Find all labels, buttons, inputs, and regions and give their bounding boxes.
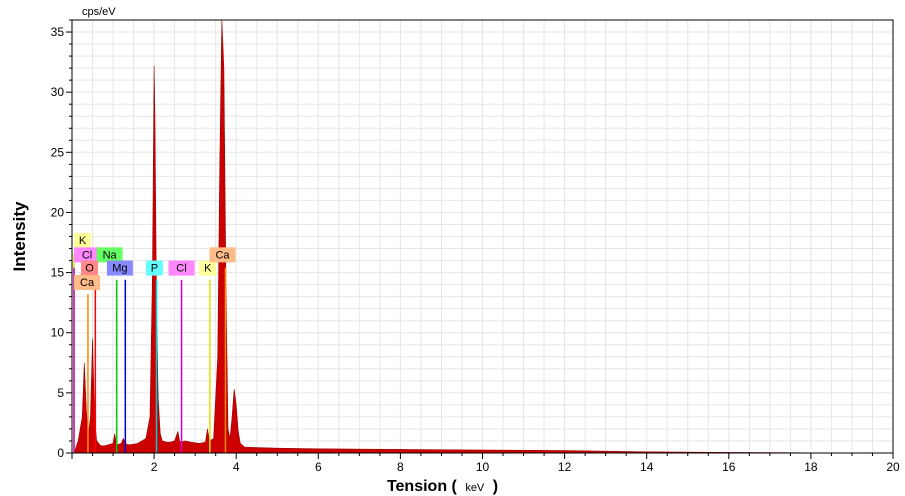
x-tick-label: 8 bbox=[397, 460, 404, 474]
element-label-box bbox=[106, 260, 133, 276]
element-label: Cl bbox=[176, 263, 186, 275]
x-tick-label: 10 bbox=[476, 460, 490, 474]
element-label-box bbox=[74, 275, 101, 291]
axes: 2 4 6 8 10 12 14 16 18 20 0 5 10 15 20 25 30 35 bbox=[51, 19, 900, 474]
x-tick-label: 4 bbox=[233, 460, 240, 474]
x-tick-label: 12 bbox=[558, 460, 572, 474]
y-tick-label: 25 bbox=[51, 145, 65, 159]
element-label: Cl bbox=[82, 249, 92, 261]
y-tick-label: 0 bbox=[57, 446, 64, 460]
y-unit-label: cps/eV bbox=[82, 6, 116, 18]
element-label: O bbox=[85, 263, 94, 275]
x-tick-label: 18 bbox=[804, 460, 818, 474]
element-label: P bbox=[151, 263, 158, 275]
element-label: K bbox=[79, 235, 87, 247]
y-tick-label: 20 bbox=[51, 205, 65, 219]
x-tick-label: 2 bbox=[151, 460, 158, 474]
y-tick-label: 35 bbox=[51, 25, 65, 39]
element-label-box bbox=[96, 247, 123, 263]
element-label: Ca bbox=[80, 277, 95, 289]
element-label-box bbox=[145, 260, 163, 276]
element-label-box bbox=[199, 260, 217, 276]
element-label: Ca bbox=[215, 249, 230, 261]
x-tick-label: 20 bbox=[886, 460, 900, 474]
element-label: Mg bbox=[112, 263, 127, 275]
y-axis-title: Intensity bbox=[10, 201, 29, 271]
x-axis-title: Tension ( keV ) bbox=[387, 478, 498, 495]
element-label: K bbox=[204, 263, 212, 275]
y-tick-label: 5 bbox=[57, 386, 64, 400]
x-tick-label: 14 bbox=[640, 460, 654, 474]
y-tick-label: 30 bbox=[51, 85, 65, 99]
element-label-box bbox=[74, 247, 101, 263]
grid bbox=[71, 19, 894, 454]
element-label-box bbox=[168, 260, 195, 276]
x-tick-label: 6 bbox=[315, 460, 322, 474]
y-tick-label: 10 bbox=[51, 326, 65, 340]
element-label-box bbox=[74, 232, 92, 248]
y-tick-label: 15 bbox=[51, 266, 65, 280]
x-axis-title-close: ) bbox=[493, 478, 498, 495]
element-label: Na bbox=[103, 249, 118, 261]
x-axis-title-main: Tension ( bbox=[387, 478, 458, 495]
x-axis-title-unit: keV bbox=[465, 482, 485, 494]
x-tick-label: 16 bbox=[722, 460, 736, 474]
element-label-box bbox=[81, 260, 99, 276]
element-label-box bbox=[209, 247, 236, 263]
